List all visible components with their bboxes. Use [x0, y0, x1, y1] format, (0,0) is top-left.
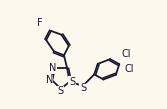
- Text: Cl: Cl: [122, 49, 131, 59]
- Text: F: F: [37, 18, 43, 28]
- Text: S: S: [80, 83, 86, 93]
- Text: N: N: [46, 75, 53, 85]
- Text: N: N: [49, 63, 56, 73]
- Text: S: S: [58, 86, 64, 96]
- Text: Cl: Cl: [124, 64, 134, 74]
- Text: S: S: [69, 77, 75, 87]
